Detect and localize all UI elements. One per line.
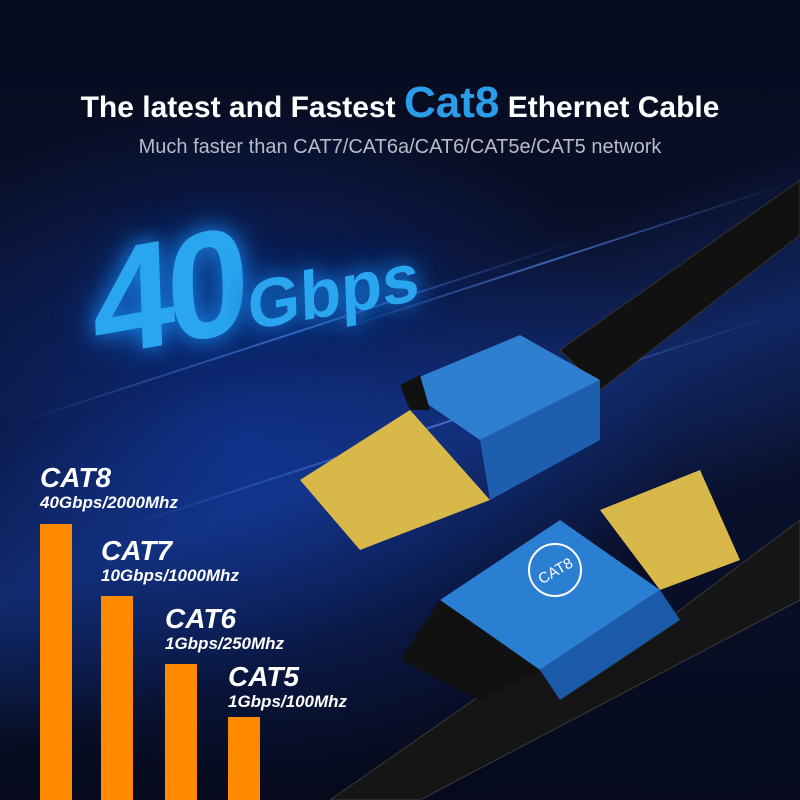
category-name: CAT8 (40, 462, 112, 493)
headline-highlight: Cat8 (404, 78, 500, 127)
bar-cat6 (165, 664, 197, 800)
category-spec: 10Gbps/1000Mhz (101, 566, 239, 585)
headline-text: The latest and Fastest (80, 91, 404, 124)
bar-cat5 (228, 717, 260, 800)
bar-cat7 (101, 596, 133, 800)
label-cat6: CAT6 1Gbps/250Mhz (165, 604, 284, 654)
headline: The latest and Fastest Cat8 Ethernet Cab… (0, 78, 800, 128)
bar-cat8 (40, 524, 72, 800)
label-cat5: CAT5 1Gbps/100Mhz (228, 662, 347, 712)
label-cat8: CAT8 40Gbps/2000Mhz (40, 463, 178, 513)
category-spec: 1Gbps/100Mhz (228, 692, 348, 711)
subtitle: Much faster than CAT7/CAT6a/CAT6/CAT5e/C… (138, 136, 662, 158)
connector-top (300, 335, 600, 550)
label-cat7: CAT7 10Gbps/1000Mhz (101, 536, 239, 586)
connector-bottom: CAT8 (400, 470, 740, 700)
category-spec: 40Gbps/2000Mhz (40, 493, 178, 512)
category-spec: 1Gbps/250Mhz (165, 634, 285, 653)
category-name: CAT7 (101, 535, 173, 566)
category-name: CAT6 (165, 603, 237, 634)
headline-text-end: Ethernet Cable (499, 91, 720, 124)
category-name: CAT5 (228, 661, 300, 692)
